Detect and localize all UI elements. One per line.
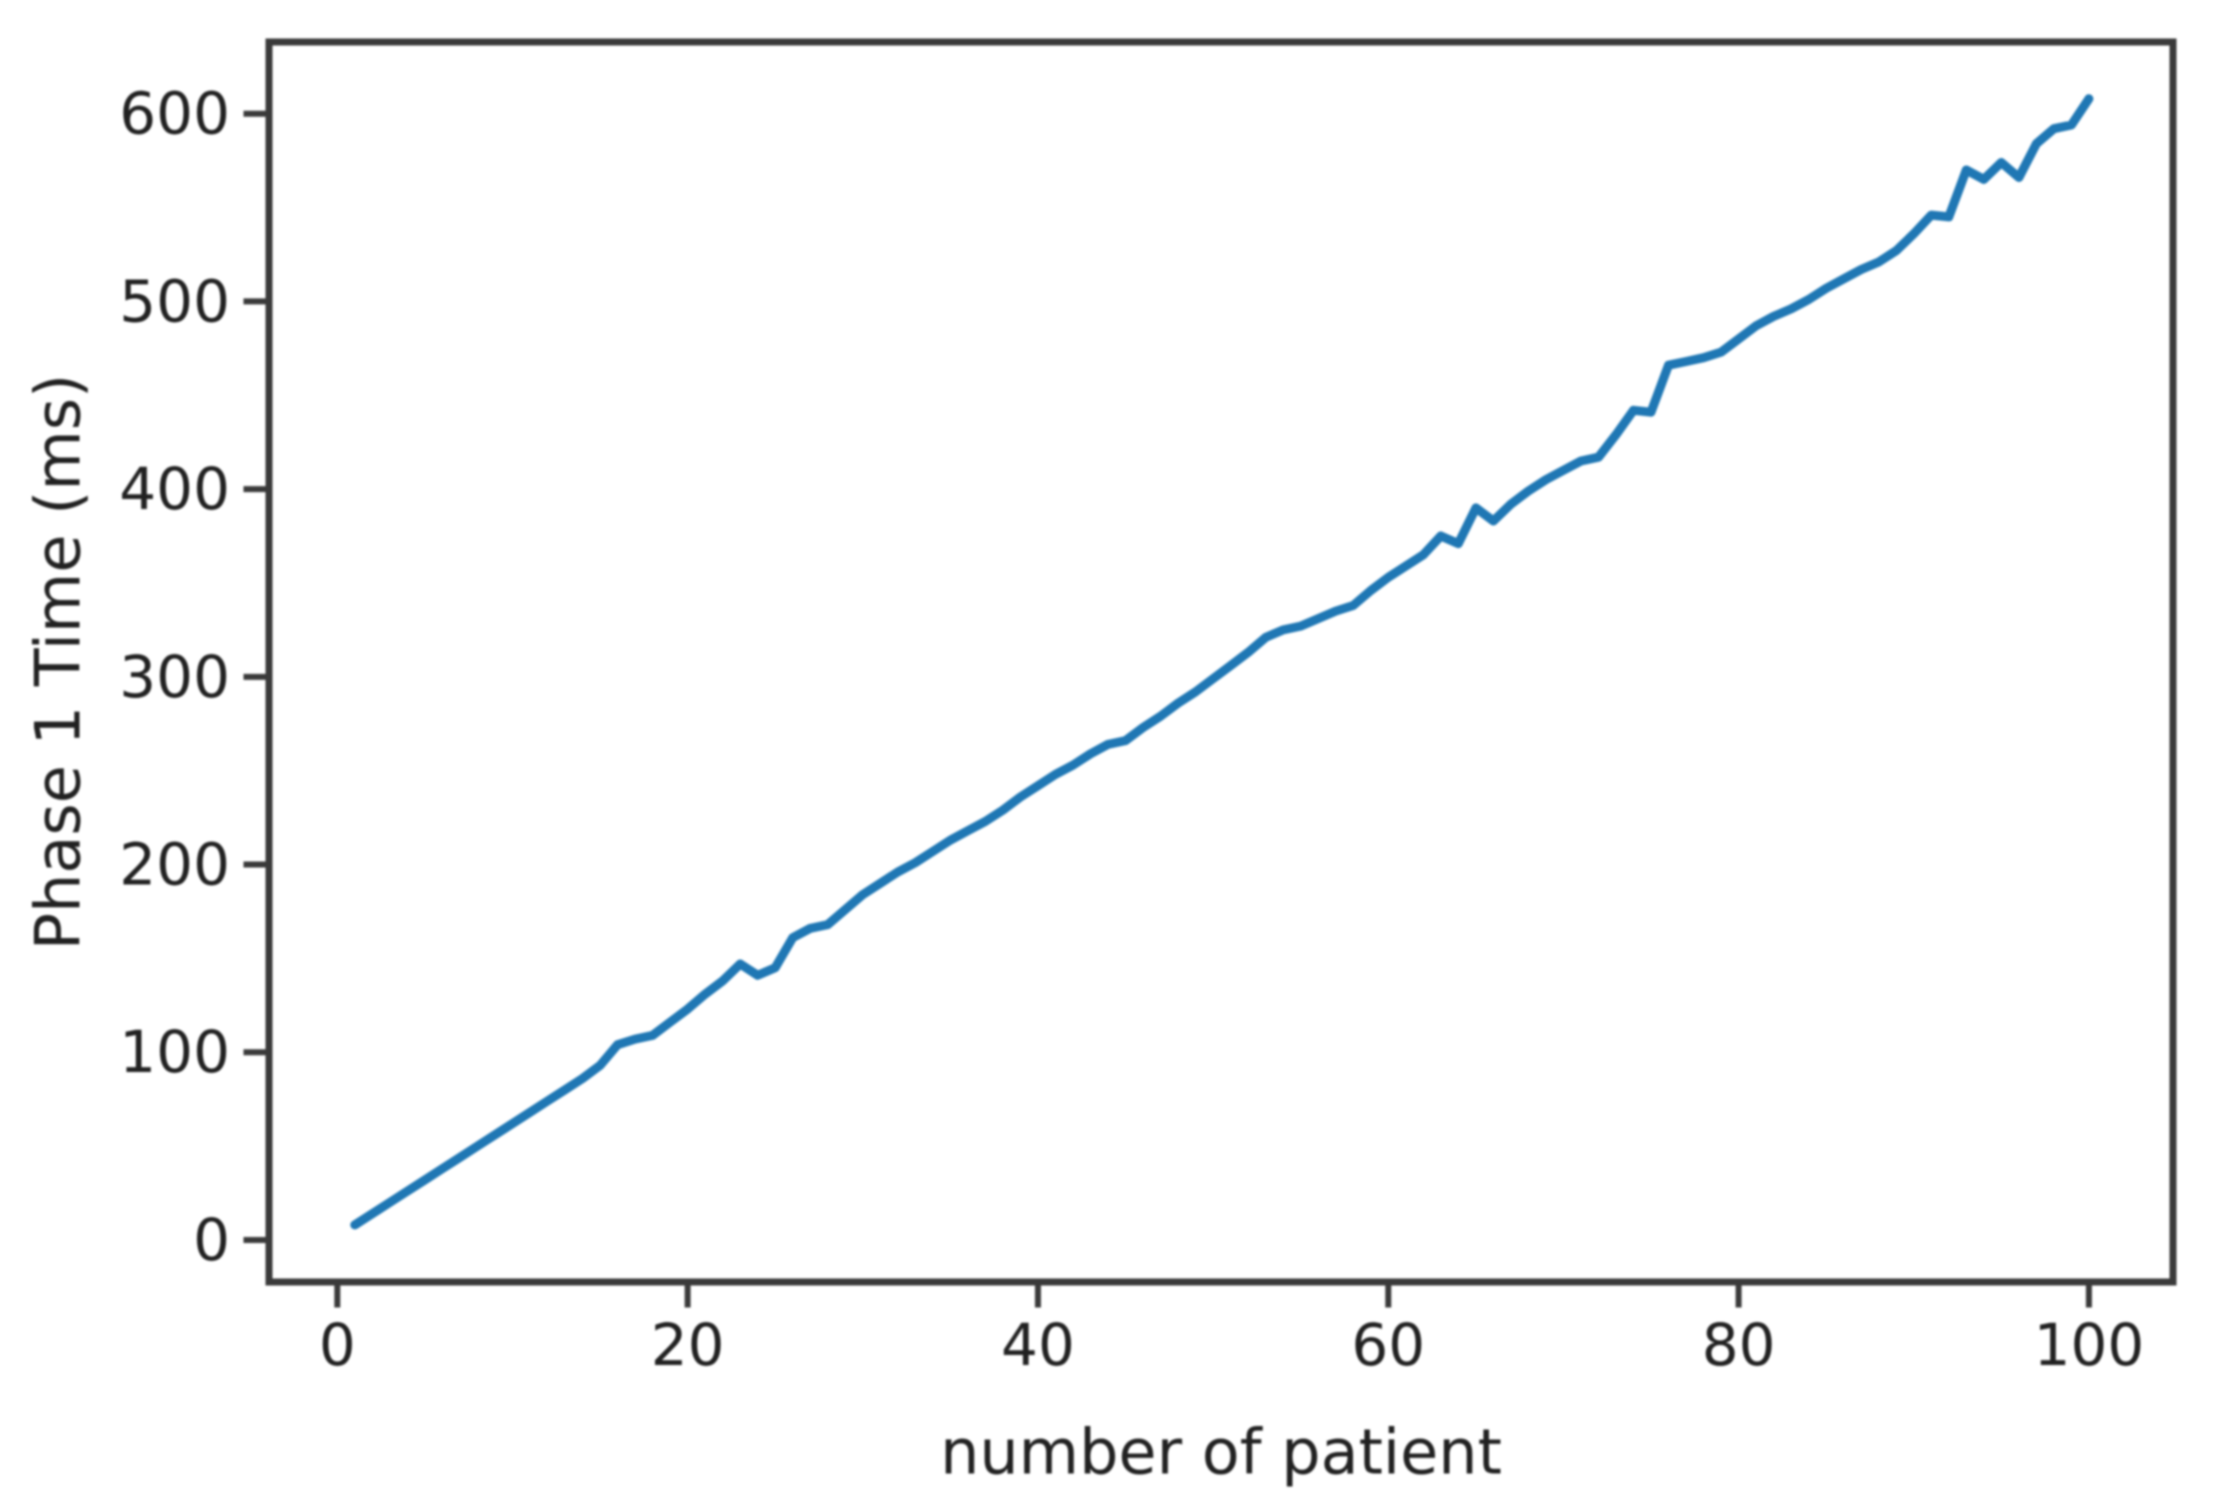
- y-tick-label: 500: [119, 267, 230, 335]
- x-tick-label: 0: [319, 1311, 356, 1379]
- x-tick-label: 20: [651, 1311, 725, 1379]
- y-tick-label: 0: [193, 1206, 230, 1274]
- data-line: [350, 94, 2094, 1230]
- y-tick-label: 600: [119, 80, 230, 148]
- y-tick-label: 100: [119, 1018, 230, 1086]
- x-tick-label: 80: [1702, 1311, 1776, 1379]
- y-tick-label: 400: [119, 455, 230, 523]
- plot-frame: [265, 38, 2177, 1286]
- x-tick-label: 40: [1001, 1311, 1075, 1379]
- x-tick-label: 60: [1351, 1311, 1425, 1379]
- y-tick-label: 200: [119, 831, 230, 899]
- y-tick-label: 300: [119, 643, 230, 711]
- x-tick-label: 100: [2034, 1311, 2145, 1379]
- y-axis-label: Phase 1 Time (ms): [22, 374, 95, 951]
- x-axis-label: number of patient: [940, 1416, 1502, 1489]
